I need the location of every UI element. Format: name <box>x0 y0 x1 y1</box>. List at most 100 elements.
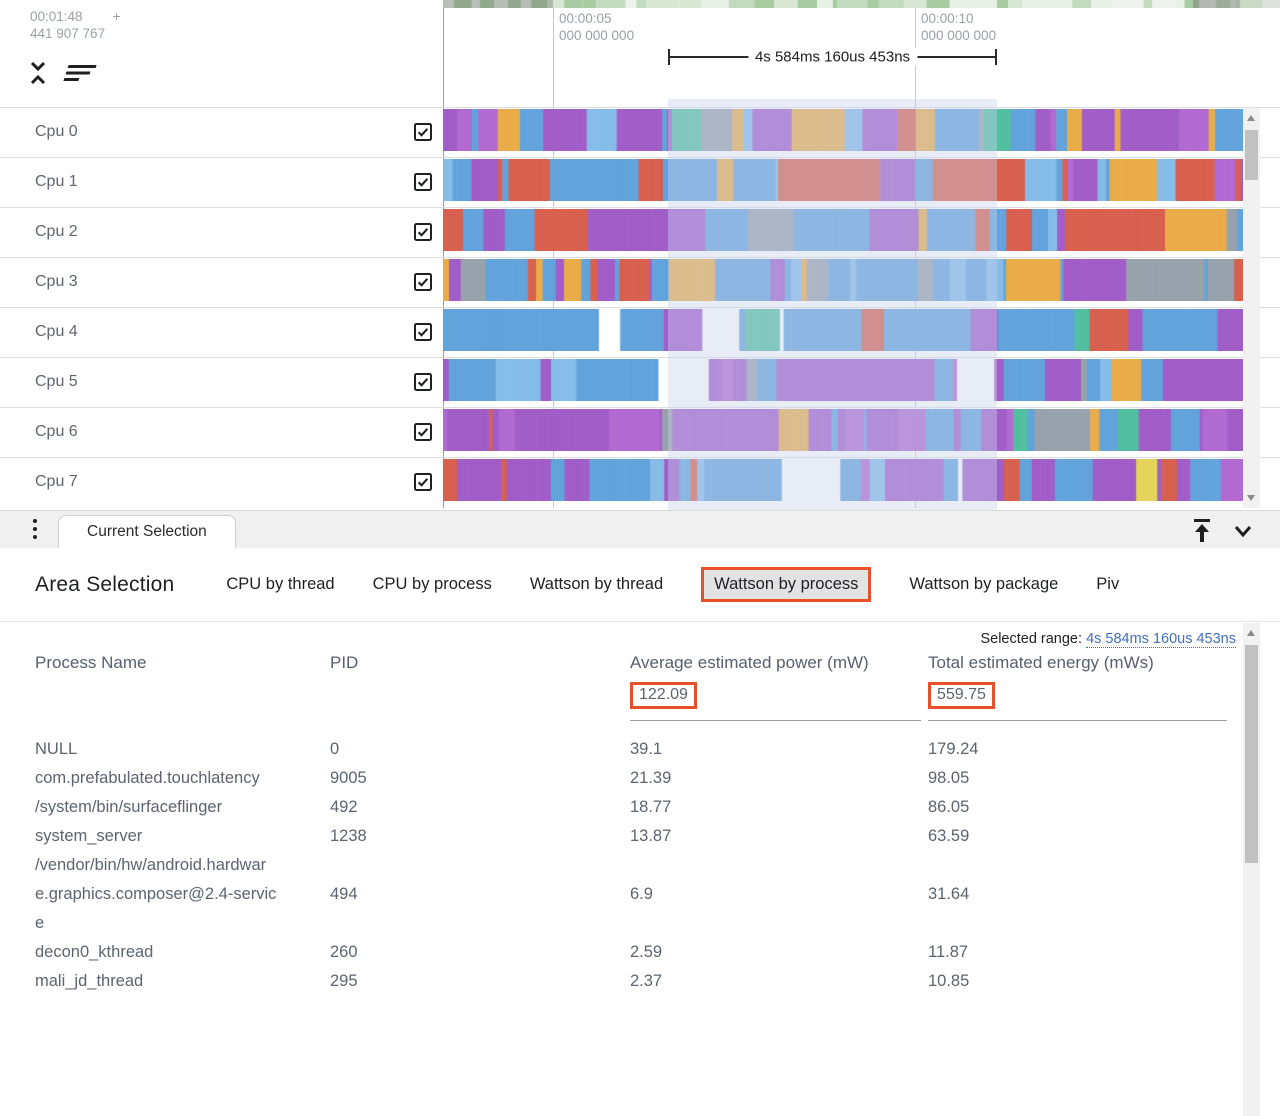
table-summary-row: 122.09 559.75 <box>35 674 1237 721</box>
table-cell-pid: 0 <box>330 740 340 758</box>
table-cell-pid: 492 <box>330 798 358 816</box>
track-slices-canvas[interactable] <box>443 259 1243 301</box>
table-cell-avg_power: 18.77 <box>630 798 672 816</box>
summary-total-energy-cell: 559.75 <box>928 674 1237 721</box>
column-header: PID <box>330 653 359 672</box>
cpu-tracks: Cpu 0 Cpu 1 Cpu 2 Cpu 3 Cpu 4 Cpu 5 Cpu 6 Cpu 7 <box>0 107 1280 507</box>
table-cell-total_energy: 179.24 <box>928 740 979 758</box>
summary-empty-cell <box>330 676 630 720</box>
selected-range-link[interactable]: 4s 584ms 160us 453ns <box>1086 631 1236 648</box>
viewport-time-ns: 441 907 767 <box>30 26 106 41</box>
track-slices-canvas[interactable] <box>443 359 1243 401</box>
table-cell-avg_power: 2.59 <box>630 943 663 961</box>
table-cell-total_energy: 11.87 <box>928 943 969 961</box>
track-checkbox[interactable] <box>414 223 432 241</box>
table-header: Process Name PID Average estimated power (… <box>35 651 1237 674</box>
track-checkbox[interactable] <box>414 423 432 441</box>
viewport-timestamp: 00:01:48 + 441 907 767 <box>30 8 120 42</box>
table-cell-pid: 9005 <box>330 769 367 787</box>
track-slices-canvas[interactable] <box>443 109 1243 151</box>
track-slices-canvas[interactable] <box>443 209 1243 251</box>
table-body: NULL 0 39.1 179.24 com.prefabulated.touchlat… <box>35 735 1237 996</box>
column-header: Total estimated energy (mWs) <box>928 653 1154 672</box>
view-tab-wattson-by-process[interactable]: Wattson by process <box>701 567 872 602</box>
details-tab-strip: Current Selection <box>0 510 1280 548</box>
scroll-up-arrow-icon[interactable] <box>1247 630 1255 636</box>
chevron-down-icon[interactable] <box>1230 517 1256 543</box>
track-slices-canvas[interactable] <box>443 459 1243 501</box>
view-tab-cpu-by-process[interactable]: CPU by process <box>372 575 492 593</box>
column-header: Average estimated power (mW) <box>630 653 869 672</box>
unfold-less-icon[interactable] <box>26 60 50 86</box>
overview-minimap[interactable] <box>443 0 1280 8</box>
scrollbar-thumb[interactable] <box>1245 130 1258 180</box>
view-tab-wattson-by-thread[interactable]: Wattson by thread <box>529 575 664 593</box>
cpu-track-row[interactable]: Cpu 6 <box>0 407 1280 457</box>
track-label: Cpu 3 <box>35 273 78 290</box>
track-label: Cpu 0 <box>35 123 78 140</box>
scroll-up-arrow-icon[interactable] <box>1247 115 1255 121</box>
total-energy-badge: 559.75 <box>928 682 995 709</box>
summary-empty-cell <box>35 676 330 720</box>
table-cell-total_energy: 86.05 <box>928 798 970 816</box>
ruler-gridline <box>915 8 916 508</box>
table-cell-pid: 260 <box>330 943 358 961</box>
ruler-tick-label: 00:00:10 000 000 000 <box>921 11 997 43</box>
cpu-track-row[interactable]: Cpu 4 <box>0 307 1280 357</box>
area-selection-header: Area Selection CPU by thread CPU by proce… <box>0 548 1280 622</box>
table-cell-avg_power: 13.87 <box>630 827 672 845</box>
table-cell-total_energy: 31.64 <box>928 885 970 903</box>
track-checkbox[interactable] <box>414 473 432 491</box>
table-cell-total_energy: 63.59 <box>928 827 970 845</box>
track-label: Cpu 7 <box>35 473 78 490</box>
track-checkbox[interactable] <box>414 373 432 391</box>
track-checkbox[interactable] <box>414 173 432 191</box>
table-cell-process: com.prefabulated.touchlatency <box>35 769 260 787</box>
table-cell-avg_power: 39.1 <box>630 740 663 758</box>
avg-power-total-badge: 122.09 <box>630 682 697 709</box>
track-label: Cpu 1 <box>35 173 78 190</box>
table-cell-process: system_server <box>35 827 143 845</box>
track-checkbox[interactable] <box>414 273 432 291</box>
scroll-down-arrow-icon[interactable] <box>1247 495 1255 501</box>
view-tabs: CPU by thread CPU by process Wattson by th… <box>226 567 1119 602</box>
track-label: Cpu 4 <box>35 323 78 340</box>
cpu-track-row[interactable]: Cpu 5 <box>0 357 1280 407</box>
cpu-track-row[interactable]: Cpu 3 <box>0 257 1280 307</box>
tab-current-selection[interactable]: Current Selection <box>58 515 236 548</box>
track-label: Cpu 6 <box>35 423 78 440</box>
cpu-track-row[interactable]: Cpu 2 <box>0 207 1280 257</box>
plus-sign: + <box>112 9 121 24</box>
view-tab-piv[interactable]: Piv <box>1096 575 1120 593</box>
tracks-scrollbar[interactable] <box>1243 108 1260 508</box>
track-slices-canvas[interactable] <box>443 309 1243 351</box>
viewport-time: 00:01:48 <box>30 9 83 24</box>
table-cell-process: /system/bin/surfaceflinger <box>35 798 223 816</box>
details-scrollbar[interactable] <box>1243 623 1260 1116</box>
cpu-track-row[interactable]: Cpu 1 <box>0 157 1280 207</box>
vertical-dots-icon[interactable] <box>33 519 37 543</box>
table-cell-total_energy: 98.05 <box>928 769 970 787</box>
track-label: Cpu 2 <box>35 223 78 240</box>
track-slices-canvas[interactable] <box>443 159 1243 201</box>
column-header: Process Name <box>35 653 147 672</box>
ruler-gridline <box>553 8 554 508</box>
table-cell-avg_power: 21.39 <box>630 769 672 787</box>
sort-icon[interactable] <box>61 63 99 83</box>
scrollbar-thumb[interactable] <box>1245 645 1258 863</box>
cpu-track-row[interactable]: Cpu 7 <box>0 457 1280 507</box>
table-cell-process: decon0_kthread <box>35 943 154 961</box>
selection-duration-label: 4s 584ms 160us 453ns <box>747 48 918 66</box>
track-checkbox[interactable] <box>414 323 432 341</box>
table-cell-total_energy: 10.85 <box>928 972 970 990</box>
view-tab-cpu-by-thread[interactable]: CPU by thread <box>226 575 335 593</box>
track-slices-canvas[interactable] <box>443 409 1243 451</box>
view-tab-wattson-by-package[interactable]: Wattson by package <box>909 575 1059 593</box>
timeline-pane: 00:01:48 + 441 907 767 00:00:05 000 000 00… <box>0 0 1280 510</box>
ruler-tick-label: 00:00:05 000 000 000 <box>559 11 635 43</box>
track-checkbox[interactable] <box>414 123 432 141</box>
expand-panel-up-icon[interactable] <box>1190 517 1214 543</box>
table-cell-pid: 295 <box>330 972 358 990</box>
selected-range-label: Selected range: <box>980 631 1083 647</box>
cpu-track-row[interactable]: Cpu 0 <box>0 107 1280 157</box>
